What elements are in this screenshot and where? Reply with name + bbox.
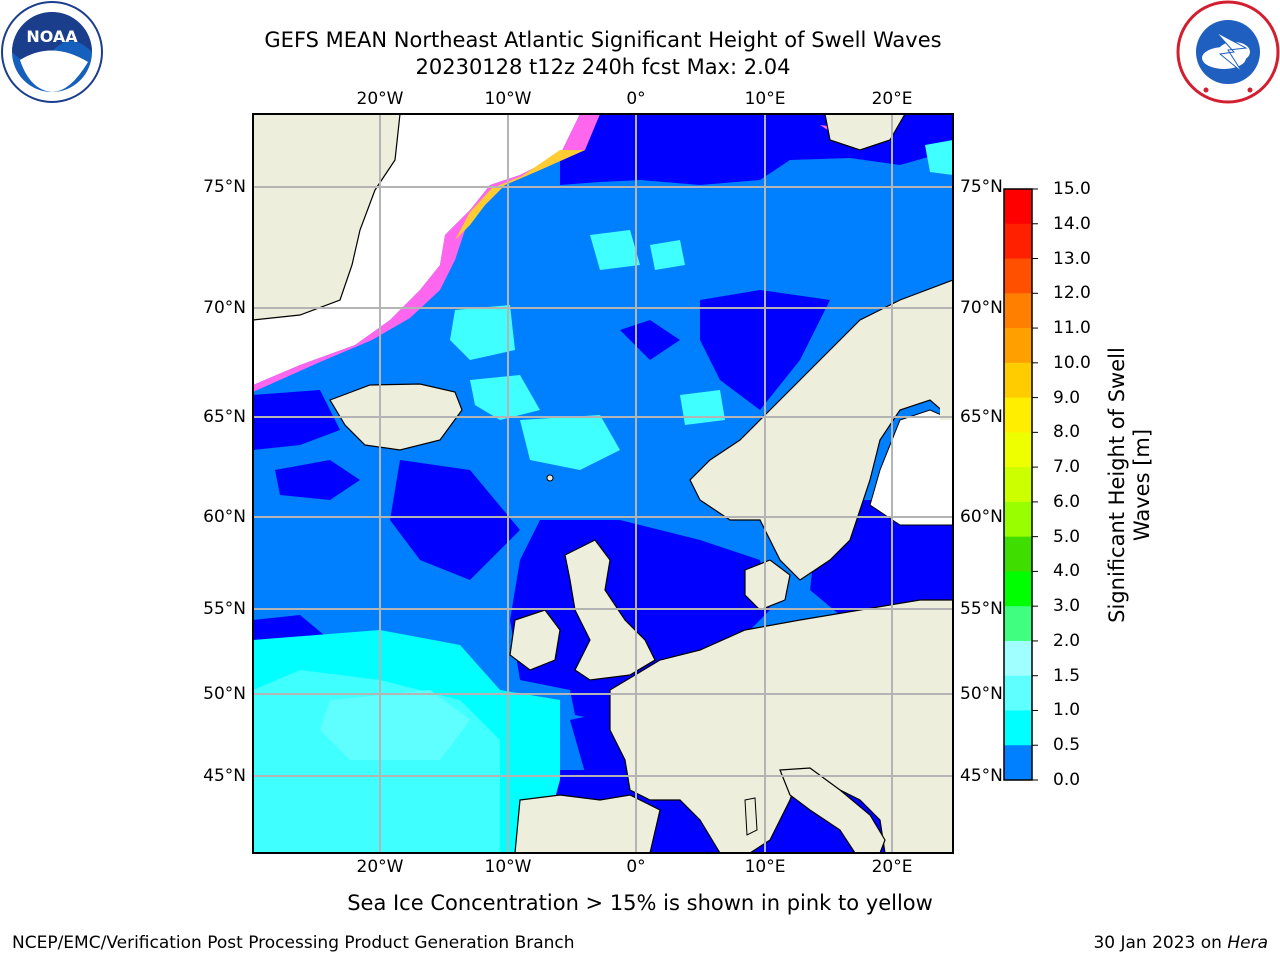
colorbar-tick-label: 2.0: [1053, 630, 1081, 651]
lon-tick-top: 0°: [626, 89, 646, 109]
colorbar-band: [1004, 467, 1032, 503]
colorbar-tick-label: 9.0: [1053, 387, 1081, 408]
colorbar-tick-label: 12.0: [1053, 283, 1091, 304]
colorbar-band: [1004, 223, 1032, 260]
colorbar-band: [1004, 606, 1032, 642]
colorbar-tick-label: 13.0: [1053, 248, 1091, 269]
lat-tick-right: 50°N: [960, 684, 1003, 704]
lat-tick-left: 70°N: [203, 298, 246, 318]
colorbar-tick-label: 5.0: [1053, 526, 1081, 547]
gridlines: [253, 114, 953, 853]
map-panel: [253, 114, 953, 853]
colorbar-band: [1004, 432, 1032, 468]
colorbar-tick-label: 3.0: [1053, 596, 1081, 617]
colorbar-band: [1004, 571, 1032, 607]
colorbar-label: Significant Height of Swell Waves [m]: [1105, 347, 1154, 623]
colorbar-band: [1004, 189, 1032, 225]
lat-tick-left: 50°N: [203, 684, 246, 704]
colorbar-tick-label: 4.0: [1053, 561, 1081, 582]
ice-caption: Sea Ice Concentration > 15% is shown in …: [347, 891, 933, 915]
colorbar-band: [1004, 640, 1032, 677]
colorbar-frame: [1003, 188, 1033, 781]
footer-machine: Hera: [1227, 933, 1268, 953]
colorbar-tick-label: 6.0: [1053, 491, 1081, 512]
colorbar-band: [1004, 328, 1032, 364]
nws-logo-icon: [1176, 0, 1280, 104]
lat-tick-left: 55°N: [203, 599, 246, 619]
colorbar-tick-label: 10.0: [1053, 352, 1091, 373]
colorbar-tick-label: 1.0: [1053, 700, 1081, 721]
lon-tick-top: 20°E: [871, 89, 913, 109]
colorbar-band: [1004, 362, 1032, 399]
map-frame: [252, 113, 954, 854]
lat-tick-right: 65°N: [960, 407, 1003, 427]
footer-date-text: 30 Jan 2023 on: [1093, 933, 1228, 953]
lon-tick-bottom: 20°E: [871, 857, 913, 877]
colorbar-band: [1004, 745, 1032, 781]
colorbar-band: [1004, 293, 1032, 329]
colorbar-tick-label: 15.0: [1053, 179, 1091, 199]
lat-tick-left: 45°N: [203, 766, 246, 786]
lat-tick-right: 70°N: [960, 298, 1003, 318]
lon-tick-top: 20°W: [356, 89, 404, 109]
lon-tick-bottom: 20°W: [356, 857, 404, 877]
colorbar-band: [1004, 536, 1032, 572]
footer-credit: NCEP/EMC/Verification Post Processing Pr…: [12, 933, 575, 953]
colorbar-tick-label: 8.0: [1053, 422, 1081, 443]
colorbar-tick-label: 14.0: [1053, 213, 1091, 234]
colorbar-band: [1004, 258, 1032, 294]
colorbar-band: [1004, 675, 1032, 711]
lon-tick-top: 10°E: [744, 89, 786, 109]
lat-tick-right: 45°N: [960, 766, 1003, 786]
colorbar-band: [1004, 710, 1032, 746]
lat-tick-left: 75°N: [203, 177, 246, 197]
svg-text:NOAA: NOAA: [26, 27, 78, 46]
colorbar-tick-label: 0.5: [1053, 735, 1081, 756]
colorbar-tick-label: 1.5: [1053, 665, 1081, 686]
lat-tick-right: 75°N: [960, 177, 1003, 197]
lat-tick-left: 60°N: [203, 507, 246, 527]
lon-tick-bottom: 10°W: [484, 857, 532, 877]
lon-tick-top: 10°W: [484, 89, 532, 109]
noaa-logo-icon: NOAA: [1, 1, 103, 103]
footer-date: 30 Jan 2023 on Hera: [1093, 933, 1268, 953]
colorbar-tick-label: 7.0: [1053, 457, 1081, 478]
colorbar-band: [1004, 501, 1032, 538]
colorbar-tick-label: 0.0: [1053, 770, 1081, 790]
chart-title: GEFS MEAN Northeast Atlantic Significant…: [264, 28, 942, 52]
lat-tick-right: 60°N: [960, 507, 1003, 527]
chart-subtitle: 20230128 t12z 240h fcst Max: 2.04: [415, 55, 791, 79]
lon-tick-bottom: 0°: [626, 857, 646, 877]
colorbar-band: [1004, 397, 1032, 433]
colorbar: [1003, 188, 1038, 781]
colorbar-tick-label: 11.0: [1053, 318, 1091, 339]
lat-tick-left: 65°N: [203, 407, 246, 427]
lat-tick-right: 55°N: [960, 599, 1003, 619]
lon-tick-bottom: 10°E: [744, 857, 786, 877]
